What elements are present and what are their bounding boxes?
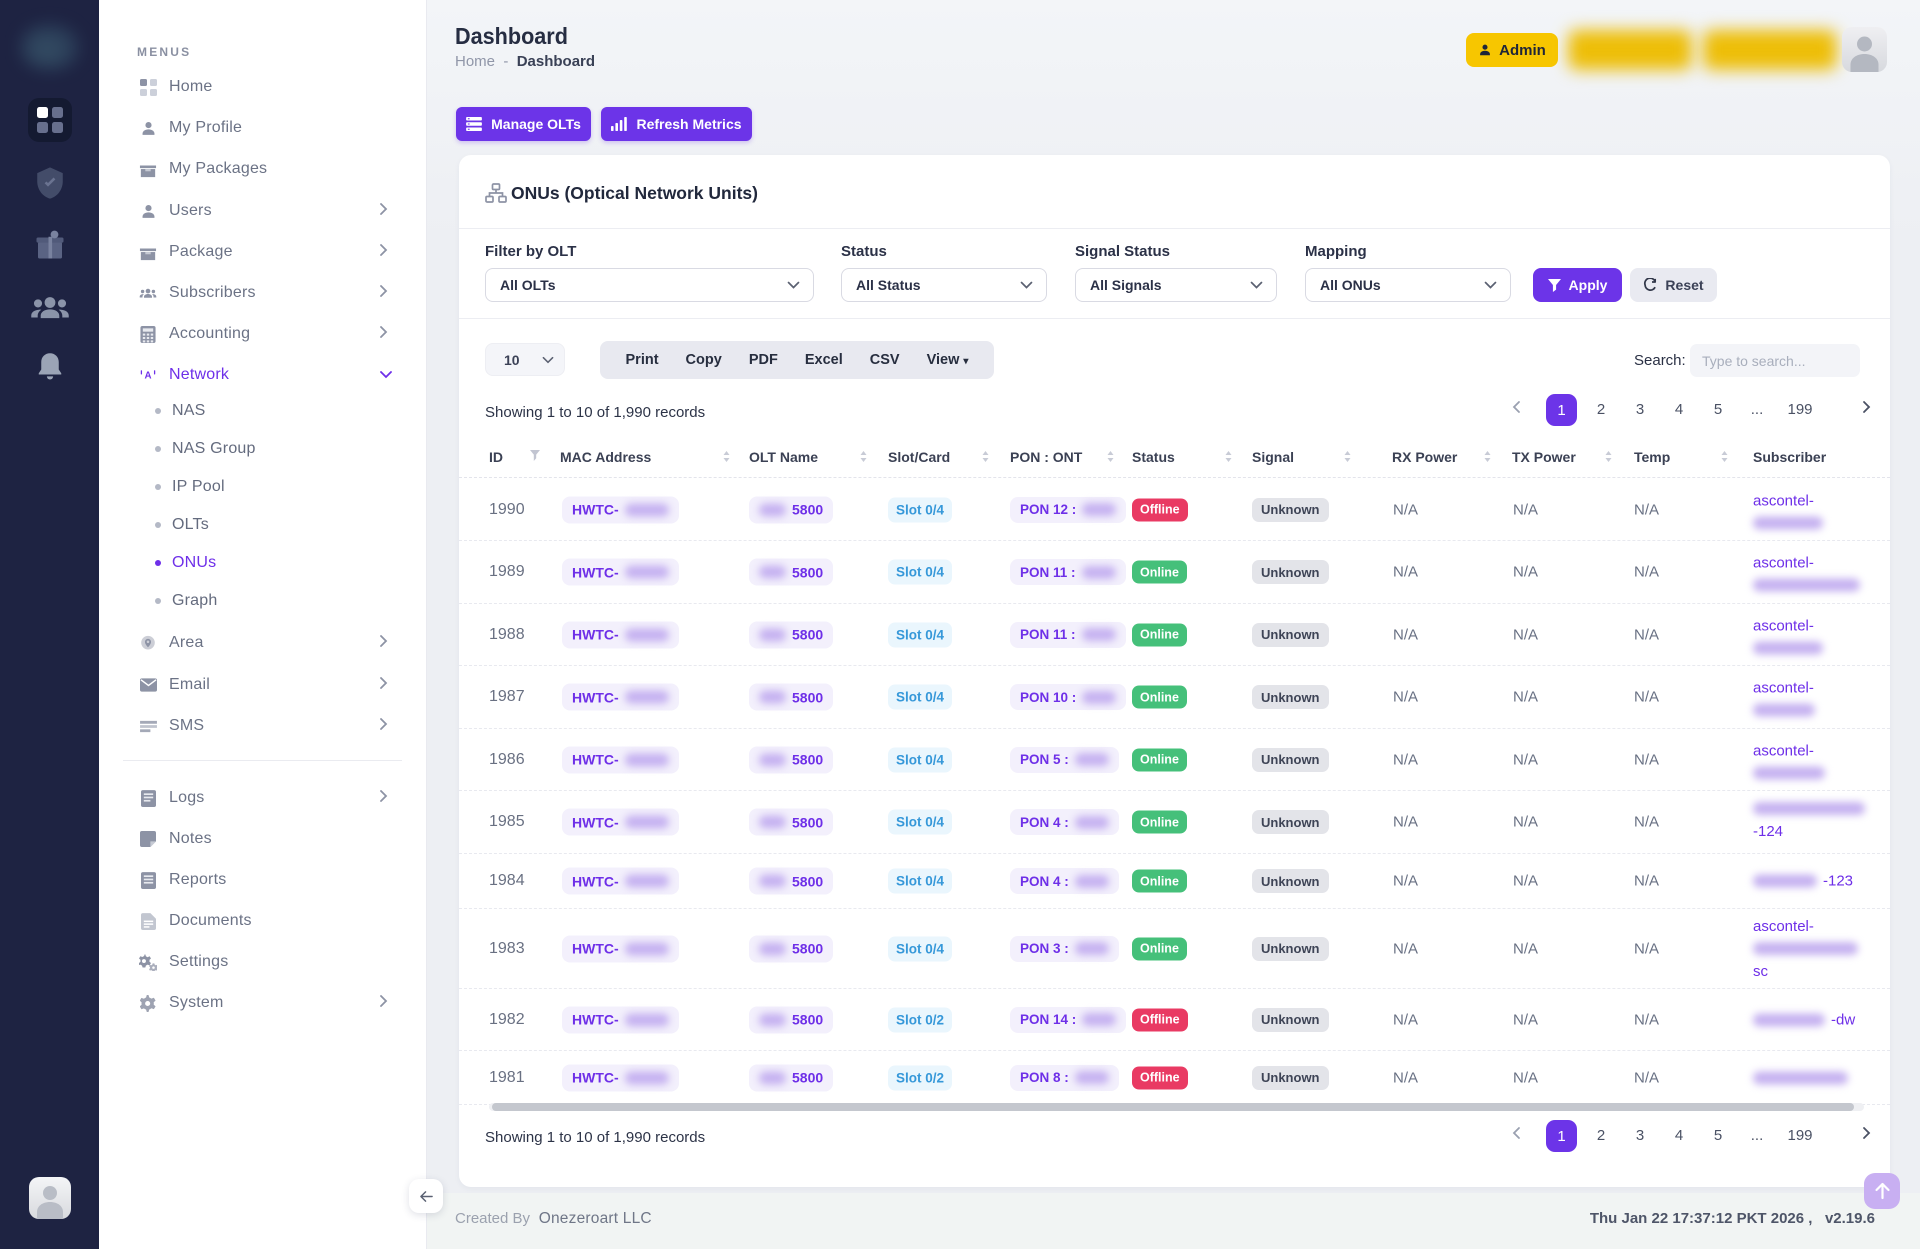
svg-text:A: A (144, 370, 151, 381)
